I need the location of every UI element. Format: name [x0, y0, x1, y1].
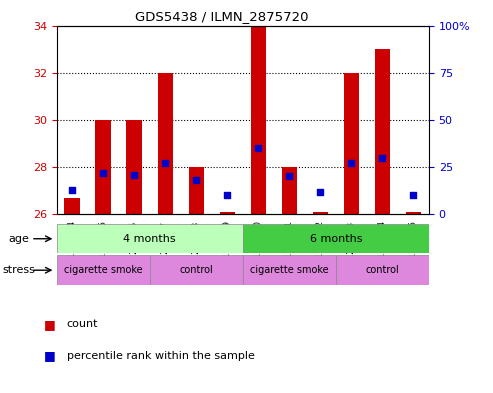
- Bar: [65, 198, 80, 214]
- Point: [99, 169, 107, 176]
- Bar: [219, 212, 235, 214]
- Bar: [157, 73, 173, 214]
- Point: [410, 192, 418, 198]
- Point: [254, 145, 262, 151]
- Point: [130, 171, 138, 178]
- Bar: [336, 255, 429, 285]
- Bar: [250, 26, 266, 214]
- Bar: [96, 120, 111, 214]
- Bar: [243, 255, 336, 285]
- Point: [161, 160, 169, 166]
- Point: [348, 160, 355, 166]
- Text: cigarette smoke: cigarette smoke: [250, 265, 329, 275]
- Bar: [188, 167, 204, 214]
- Point: [285, 173, 293, 180]
- Text: count: count: [67, 319, 98, 329]
- Text: 4 months: 4 months: [123, 234, 176, 244]
- Bar: [406, 212, 421, 214]
- Text: stress: stress: [2, 265, 35, 275]
- Point: [379, 154, 387, 161]
- Text: cigarette smoke: cigarette smoke: [64, 265, 142, 275]
- Text: 6 months: 6 months: [310, 234, 362, 244]
- Point: [68, 187, 76, 193]
- Point: [192, 177, 200, 184]
- Text: control: control: [365, 265, 399, 275]
- Bar: [243, 224, 429, 253]
- Bar: [150, 255, 243, 285]
- Text: age: age: [9, 234, 30, 244]
- Point: [223, 192, 231, 198]
- Text: ■: ■: [44, 349, 56, 362]
- Bar: [375, 49, 390, 214]
- Bar: [282, 167, 297, 214]
- Bar: [57, 224, 243, 253]
- Bar: [127, 120, 142, 214]
- Text: ■: ■: [44, 318, 56, 331]
- Text: control: control: [179, 265, 213, 275]
- Point: [317, 188, 324, 195]
- Bar: [313, 212, 328, 214]
- Bar: [344, 73, 359, 214]
- Bar: [57, 255, 150, 285]
- Text: percentile rank within the sample: percentile rank within the sample: [67, 351, 254, 361]
- Text: GDS5438 / ILMN_2875720: GDS5438 / ILMN_2875720: [135, 10, 309, 23]
